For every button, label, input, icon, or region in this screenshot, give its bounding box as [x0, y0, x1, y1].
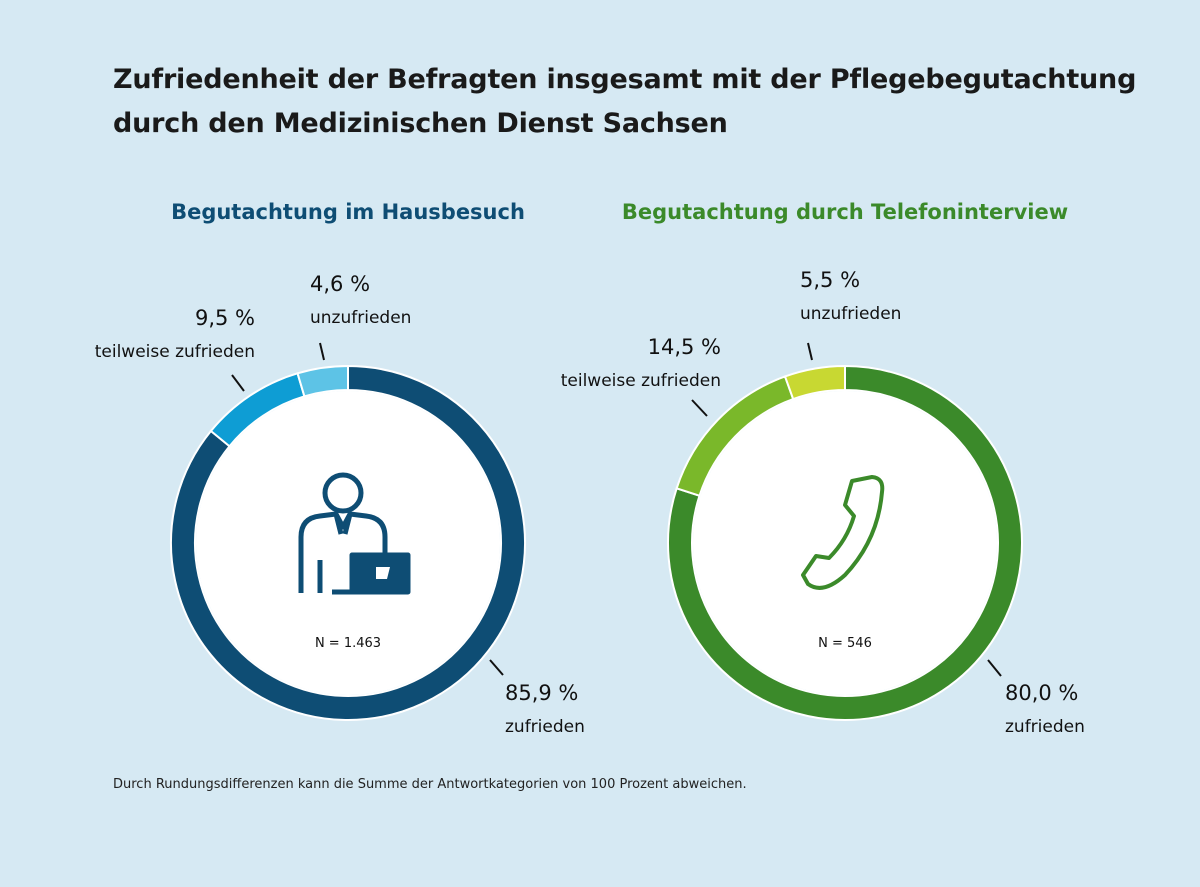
- sample-size-label: N = 1.463: [315, 636, 381, 651]
- slice-category-label: zufrieden: [505, 717, 585, 737]
- slice-zufrieden: [170, 364, 526, 721]
- slice-value-label: 80,0 %: [1005, 681, 1078, 705]
- donut-hole: [196, 391, 500, 695]
- slice-value-label: 14,5 %: [648, 335, 721, 359]
- sample-size-label: N = 546: [818, 636, 872, 651]
- slice-category-label: unzufrieden: [800, 304, 901, 324]
- subtitle-telefoninterview: Begutachtung durch Telefoninterview: [621, 200, 1069, 224]
- chart-title: Zufriedenheit der Befragten insgesamt mi…: [113, 58, 1136, 146]
- slice-category-label: teilweise zufrieden: [95, 342, 255, 362]
- slice-category-label: unzufrieden: [310, 308, 411, 328]
- person-laptop-icon: [298, 472, 411, 595]
- leader-line: [691, 399, 708, 417]
- slice-value-label: 4,6 %: [310, 272, 370, 296]
- title-line-2: durch den Medizinischen Dienst Sachsen: [113, 108, 728, 139]
- slice-value-label: 85,9 %: [505, 681, 578, 705]
- slice-unzufrieden: [783, 364, 846, 401]
- slice-value-label: 9,5 %: [195, 306, 255, 330]
- slice-category-label: teilweise zufrieden: [561, 371, 721, 391]
- slice-value-label: 5,5 %: [800, 268, 860, 292]
- donut-hole: [693, 391, 997, 695]
- phone-handset-icon: [801, 475, 885, 590]
- title-line-1: Zufriedenheit der Befragten insgesamt mi…: [113, 64, 1137, 95]
- slice-unzufrieden: [296, 364, 349, 398]
- slice-category-label: zufrieden: [1005, 717, 1085, 737]
- leader-line: [489, 659, 504, 676]
- leader-line: [987, 659, 1002, 677]
- leader-line: [807, 342, 813, 361]
- footnote: Durch Rundungsdifferenzen kann die Summe…: [113, 777, 747, 792]
- slice-zufrieden: [667, 364, 1023, 721]
- subtitle-hausbesuch: Begutachtung im Hausbesuch: [171, 200, 525, 224]
- leader-line: [319, 342, 325, 361]
- leader-line: [231, 374, 245, 392]
